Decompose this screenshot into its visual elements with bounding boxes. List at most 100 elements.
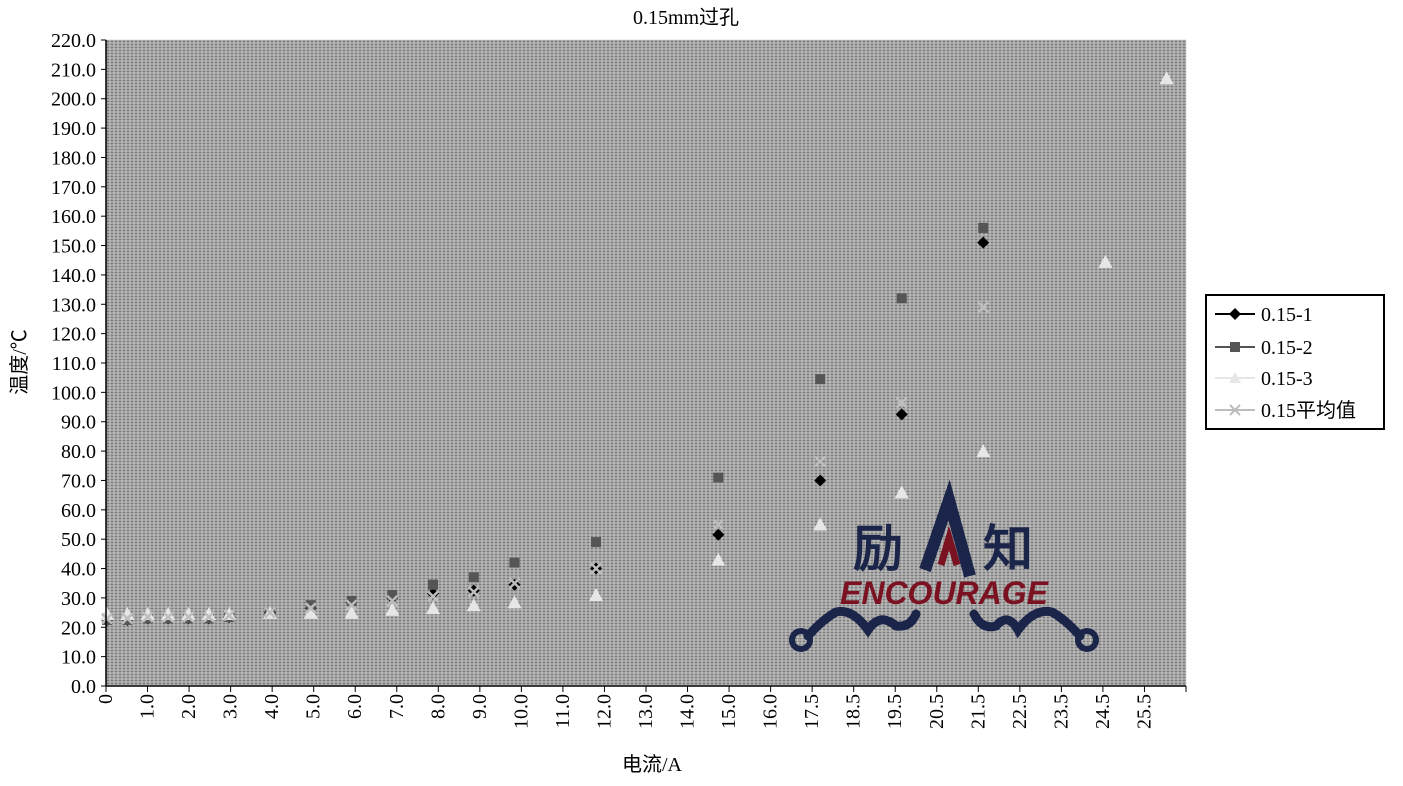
data-point-cross <box>345 599 358 612</box>
x-tick-label: 17.5 <box>801 694 823 729</box>
legend: 0.15-1 0.15-2 0.15-3 0.15平均值 <box>1205 294 1385 430</box>
legend-label: 0.15-3 <box>1261 368 1313 390</box>
y-tick-label: 0.0 <box>71 676 96 698</box>
y-tick-label: 10.0 <box>61 647 96 669</box>
data-point-square <box>428 579 439 590</box>
data-point-triangle <box>711 552 726 566</box>
y-tick-label: 70.0 <box>61 470 96 492</box>
y-tick-label: 110.0 <box>52 353 96 375</box>
data-point-triangle <box>303 605 318 619</box>
data-point-cross <box>203 611 215 623</box>
x-axis-title: 电流/A <box>622 753 683 776</box>
data-point-square <box>346 595 357 606</box>
data-point-triangle <box>344 605 359 619</box>
y-tick-label: 50.0 <box>61 529 96 551</box>
x-tick-label: 21.5 <box>967 694 989 729</box>
data-point-diamond <box>814 474 827 487</box>
x-tick-label: 9.0 <box>469 694 491 719</box>
x-tick-label: 14.0 <box>677 694 699 729</box>
y-tick-label: 220.0 <box>51 30 96 52</box>
y-tick-label: 210.0 <box>51 59 96 81</box>
legend-item-0.15-2[interactable]: 0.15-2 <box>1207 332 1385 362</box>
x-tick-label: 19.5 <box>884 694 906 729</box>
data-point-cross <box>977 301 990 314</box>
data-point-cross <box>427 590 439 603</box>
legend-label: 0.15-2 <box>1261 337 1313 359</box>
y-tick-label: 30.0 <box>61 588 96 610</box>
data-point-cross <box>386 594 399 607</box>
axes: 0.0 10.0 20.0 30.0 40.0 50.0 60.0 70.0 80.0 90.0 1… <box>51 30 1187 729</box>
x-tick-label: 7.0 <box>386 694 408 719</box>
y-tick-label: 190.0 <box>51 118 96 140</box>
legend-marker-square <box>1215 342 1255 352</box>
data-point-square <box>978 222 989 233</box>
data-point-square <box>591 537 602 548</box>
data-point-cross <box>182 611 195 623</box>
series-0.15-average <box>101 301 990 625</box>
y-tick-label: 80.0 <box>61 441 96 463</box>
data-point-cross <box>162 611 175 623</box>
x-tick-label: 16.0 <box>760 694 782 729</box>
data-point-triangle <box>1098 254 1113 268</box>
x-tick-label: 4.0 <box>261 694 283 719</box>
y-tick-label: 150.0 <box>51 236 96 258</box>
y-tick-label: 90.0 <box>61 412 96 434</box>
x-tick-label: 20.5 <box>926 694 948 729</box>
y-tick-label: 40.0 <box>61 559 96 581</box>
data-point-diamond <box>977 236 990 249</box>
x-tick-label: 10.0 <box>510 694 532 729</box>
encourage-watermark-logo: 励 知 ENCOURAGE <box>789 479 1099 652</box>
data-point-diamond <box>712 528 725 541</box>
data-point-cross <box>304 602 317 615</box>
legend-label: 0.15-1 <box>1261 304 1313 326</box>
y-tick-label: 60.0 <box>61 500 96 522</box>
data-point-triangle <box>466 598 481 612</box>
x-tick-label: 12.0 <box>593 694 615 729</box>
watermark-word: ENCOURAGE <box>840 575 1050 611</box>
data-point-cross <box>590 562 602 575</box>
data-point-cross <box>895 396 908 409</box>
y-tick-label: 140.0 <box>51 265 96 287</box>
y-tick-label: 170.0 <box>51 177 96 199</box>
data-point-square <box>815 374 826 385</box>
data-point-triangle <box>140 607 155 621</box>
data-point-square <box>468 572 479 583</box>
data-point-triangle <box>507 595 522 609</box>
legend-item-0.15-average[interactable]: 0.15平均值 <box>1207 395 1385 425</box>
data-point-triangle <box>385 602 400 616</box>
x-tick-label: 13.0 <box>635 694 657 729</box>
data-point-triangle <box>589 587 604 601</box>
data-point-square <box>896 293 907 304</box>
x-tick-label: 1.0 <box>137 694 159 719</box>
y-tick-label: 100.0 <box>51 382 96 404</box>
legend-marker-diamond <box>1215 308 1255 320</box>
x-tick-label: 22.5 <box>1009 694 1031 729</box>
data-point-cross <box>264 606 276 619</box>
data-point-triangle <box>201 607 216 621</box>
x-tick-label: 15.0 <box>718 694 740 729</box>
data-point-triangle <box>120 607 135 621</box>
data-series <box>100 71 1174 626</box>
x-tick-label: 0 <box>95 694 117 704</box>
data-point-triangle <box>426 601 441 615</box>
x-tick-label: 2.0 <box>178 694 200 719</box>
legend-marker-cross <box>1215 404 1255 416</box>
x-tick-label: 24.5 <box>1092 694 1114 729</box>
data-point-cross <box>121 612 134 625</box>
data-point-square <box>713 472 724 483</box>
data-point-cross <box>223 609 236 622</box>
y-axis-title: 温度/℃ <box>8 329 31 395</box>
legend-item-0.15-1[interactable]: 0.15-1 <box>1207 299 1385 329</box>
data-point-square <box>509 557 520 568</box>
data-point-cross <box>141 611 154 623</box>
chart-title: 0.15mm过孔 <box>633 6 739 29</box>
legend-marker-triangle <box>1215 372 1255 383</box>
data-point-triangle <box>222 607 237 621</box>
legend-item-0.15-3[interactable]: 0.15-3 <box>1207 363 1385 393</box>
x-tick-label: 25.5 <box>1133 694 1155 729</box>
watermark-char-right: 知 <box>983 520 1033 578</box>
x-tick-label: 6.0 <box>344 694 366 719</box>
y-tick-label: 20.0 <box>61 617 96 639</box>
data-point-triangle <box>894 485 909 499</box>
